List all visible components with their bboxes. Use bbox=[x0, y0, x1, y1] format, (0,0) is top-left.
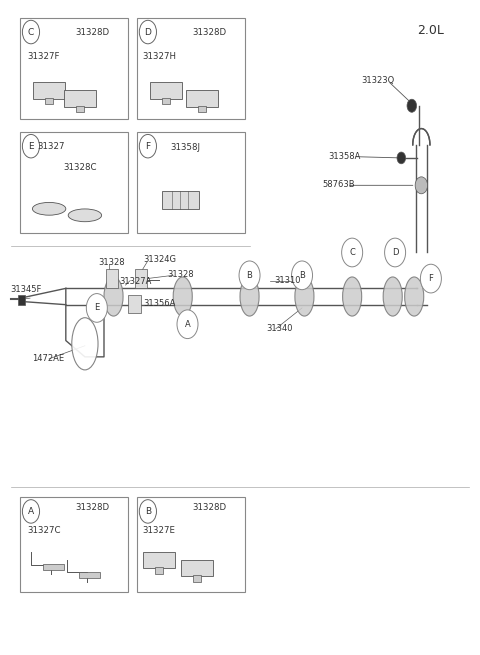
Ellipse shape bbox=[295, 277, 314, 316]
Ellipse shape bbox=[72, 318, 98, 370]
FancyBboxPatch shape bbox=[21, 132, 128, 233]
Ellipse shape bbox=[383, 277, 402, 316]
Text: C: C bbox=[28, 28, 34, 37]
Text: 31340: 31340 bbox=[266, 324, 293, 333]
Text: 31356A: 31356A bbox=[144, 299, 176, 308]
FancyBboxPatch shape bbox=[21, 497, 128, 591]
Text: 31327E: 31327E bbox=[142, 527, 175, 536]
FancyBboxPatch shape bbox=[193, 575, 201, 582]
Text: 31328D: 31328D bbox=[75, 28, 109, 37]
FancyBboxPatch shape bbox=[21, 18, 128, 119]
FancyBboxPatch shape bbox=[33, 83, 65, 99]
Circle shape bbox=[139, 500, 156, 523]
FancyBboxPatch shape bbox=[162, 191, 199, 210]
Circle shape bbox=[139, 134, 156, 158]
Text: 2.0L: 2.0L bbox=[418, 24, 444, 37]
Text: F: F bbox=[145, 141, 150, 151]
FancyBboxPatch shape bbox=[198, 105, 206, 112]
FancyBboxPatch shape bbox=[155, 567, 163, 574]
Text: 58763B: 58763B bbox=[322, 179, 355, 189]
FancyBboxPatch shape bbox=[181, 559, 213, 576]
Circle shape bbox=[407, 99, 417, 112]
Text: 31327H: 31327H bbox=[142, 52, 176, 62]
Text: 31328C: 31328C bbox=[63, 163, 97, 172]
FancyBboxPatch shape bbox=[76, 105, 84, 112]
Ellipse shape bbox=[33, 202, 66, 215]
Text: 1472AE: 1472AE bbox=[33, 354, 64, 364]
Text: D: D bbox=[392, 248, 398, 257]
Text: 31327C: 31327C bbox=[28, 527, 61, 536]
Text: C: C bbox=[349, 248, 355, 257]
Circle shape bbox=[342, 238, 363, 267]
Circle shape bbox=[397, 152, 406, 164]
Ellipse shape bbox=[104, 277, 123, 316]
Circle shape bbox=[23, 134, 39, 158]
FancyBboxPatch shape bbox=[18, 295, 25, 305]
FancyBboxPatch shape bbox=[45, 98, 53, 104]
Text: 31358A: 31358A bbox=[328, 152, 360, 161]
Text: 31328: 31328 bbox=[98, 258, 125, 267]
Text: A: A bbox=[185, 320, 191, 329]
Text: 31310: 31310 bbox=[275, 276, 301, 285]
FancyBboxPatch shape bbox=[150, 83, 182, 99]
Circle shape bbox=[23, 20, 39, 44]
Ellipse shape bbox=[343, 277, 362, 316]
Ellipse shape bbox=[405, 277, 424, 316]
FancyBboxPatch shape bbox=[186, 90, 218, 107]
Circle shape bbox=[291, 261, 312, 290]
Text: 31345F: 31345F bbox=[10, 285, 41, 294]
Text: 31327: 31327 bbox=[37, 141, 65, 151]
FancyBboxPatch shape bbox=[162, 98, 170, 104]
Ellipse shape bbox=[68, 209, 102, 221]
Text: D: D bbox=[144, 28, 151, 37]
Circle shape bbox=[420, 264, 442, 293]
Text: B: B bbox=[247, 271, 252, 280]
FancyBboxPatch shape bbox=[107, 269, 118, 288]
Circle shape bbox=[86, 293, 108, 322]
Text: 31324G: 31324G bbox=[144, 255, 177, 264]
Circle shape bbox=[139, 20, 156, 44]
Text: 31327A: 31327A bbox=[120, 277, 152, 286]
FancyBboxPatch shape bbox=[143, 552, 175, 569]
FancyBboxPatch shape bbox=[135, 269, 147, 288]
FancyBboxPatch shape bbox=[64, 90, 96, 107]
Text: 31328: 31328 bbox=[168, 269, 194, 278]
Circle shape bbox=[23, 500, 39, 523]
Text: 31328D: 31328D bbox=[192, 503, 227, 512]
Text: F: F bbox=[429, 274, 433, 283]
Text: 31328D: 31328D bbox=[75, 503, 109, 512]
Circle shape bbox=[415, 177, 428, 194]
Text: B: B bbox=[145, 507, 151, 516]
FancyBboxPatch shape bbox=[137, 132, 245, 233]
FancyBboxPatch shape bbox=[137, 18, 245, 119]
Text: 31323Q: 31323Q bbox=[362, 77, 395, 85]
FancyBboxPatch shape bbox=[79, 572, 100, 578]
FancyBboxPatch shape bbox=[43, 564, 64, 570]
Text: E: E bbox=[94, 303, 99, 312]
Ellipse shape bbox=[173, 277, 192, 316]
FancyBboxPatch shape bbox=[137, 497, 245, 591]
Circle shape bbox=[239, 261, 260, 290]
FancyBboxPatch shape bbox=[128, 295, 141, 313]
Text: 31327F: 31327F bbox=[28, 52, 60, 62]
Circle shape bbox=[384, 238, 406, 267]
Text: E: E bbox=[28, 141, 34, 151]
Circle shape bbox=[177, 310, 198, 339]
Text: A: A bbox=[28, 507, 34, 516]
Text: 31328D: 31328D bbox=[192, 28, 227, 37]
Ellipse shape bbox=[240, 277, 259, 316]
Text: B: B bbox=[299, 271, 305, 280]
Text: 31358J: 31358J bbox=[171, 143, 201, 152]
